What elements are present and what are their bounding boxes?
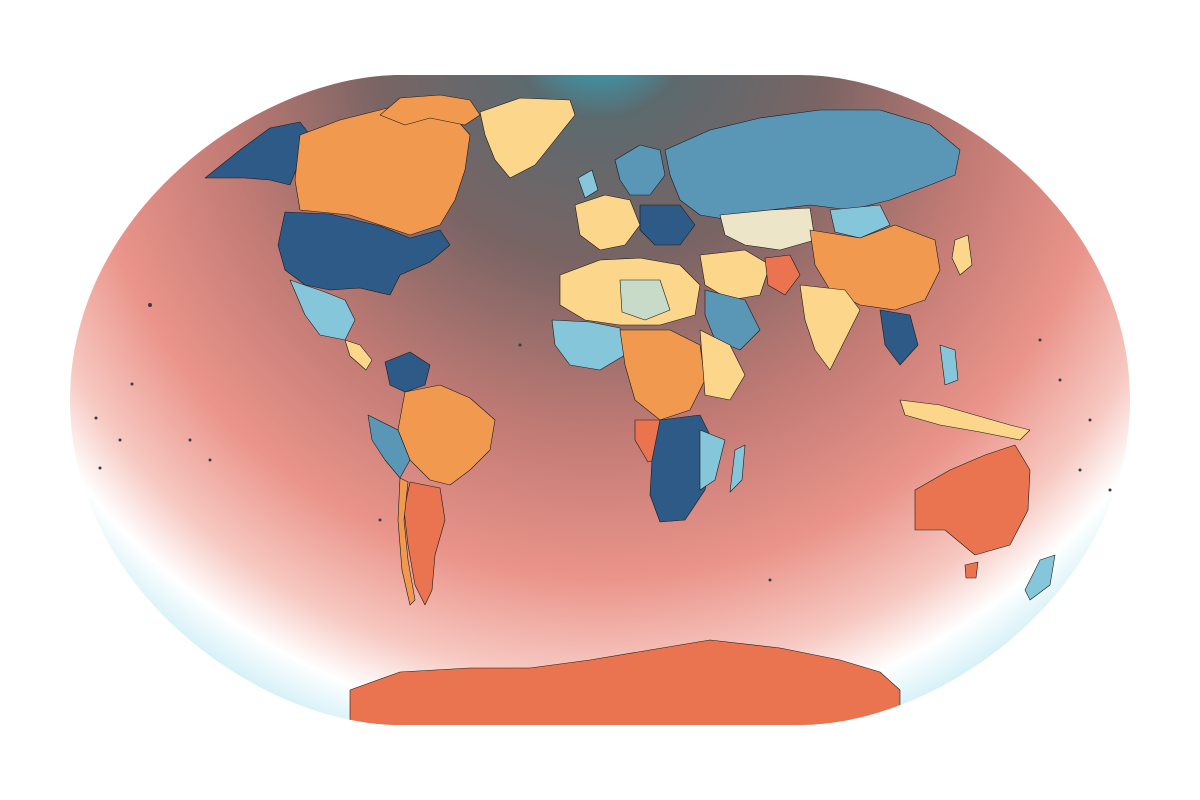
small-islands bbox=[94, 303, 1112, 582]
countries-layer bbox=[94, 94, 1112, 725]
central-europe-region[interactable] bbox=[639, 204, 696, 246]
east-africa-region[interactable] bbox=[699, 329, 746, 401]
china-region[interactable] bbox=[809, 224, 941, 311]
west-africa-region[interactable] bbox=[551, 319, 626, 371]
canada-arctic-islands[interactable] bbox=[379, 94, 481, 126]
indonesia-region[interactable] bbox=[899, 399, 1031, 441]
united-states-region[interactable] bbox=[277, 211, 451, 296]
kazakhstan-region[interactable] bbox=[719, 207, 816, 251]
arabia-region[interactable] bbox=[704, 289, 761, 351]
western-europe-region[interactable] bbox=[574, 194, 641, 251]
southern-africa-region[interactable] bbox=[649, 414, 716, 523]
mexico-region[interactable] bbox=[289, 279, 356, 341]
uk-ireland-region[interactable] bbox=[577, 169, 599, 199]
central-africa-region[interactable] bbox=[619, 329, 706, 421]
madagascar-region[interactable] bbox=[729, 444, 746, 493]
greenland-region[interactable] bbox=[479, 97, 576, 179]
tasmania-region[interactable] bbox=[964, 561, 979, 579]
new-zealand-region[interactable] bbox=[1024, 554, 1056, 601]
southeast-asia-region[interactable] bbox=[879, 309, 919, 366]
mongolia-region[interactable] bbox=[829, 204, 891, 239]
venezuela-colombia-region[interactable] bbox=[384, 351, 431, 393]
india-region[interactable] bbox=[799, 284, 861, 371]
scandinavia-region[interactable] bbox=[614, 144, 666, 196]
central-america-region[interactable] bbox=[344, 339, 373, 371]
mozambique-region[interactable] bbox=[699, 429, 726, 491]
chile-region[interactable] bbox=[397, 477, 416, 606]
middle-east-region[interactable] bbox=[699, 249, 771, 301]
iran-afghan-region[interactable] bbox=[764, 254, 801, 296]
philippines-region[interactable] bbox=[939, 344, 959, 386]
argentina-region[interactable] bbox=[403, 481, 446, 606]
russia-region[interactable] bbox=[664, 109, 961, 221]
japan-region[interactable] bbox=[951, 234, 973, 276]
sahel-region[interactable] bbox=[619, 279, 671, 321]
australia-region[interactable] bbox=[914, 444, 1031, 556]
